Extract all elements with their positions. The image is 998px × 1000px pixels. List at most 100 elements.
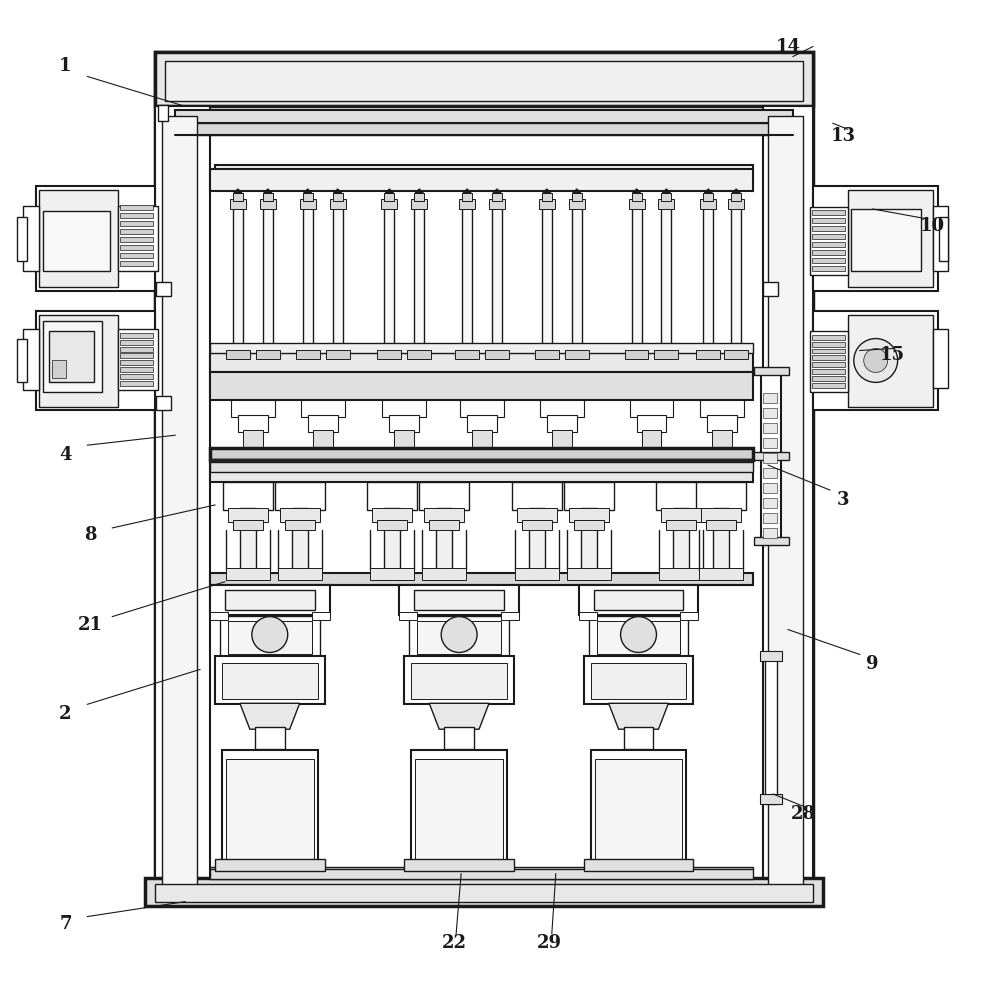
Bar bbox=[763, 438, 777, 448]
Bar bbox=[529, 508, 545, 570]
Polygon shape bbox=[234, 189, 242, 193]
Bar bbox=[329, 199, 345, 209]
Bar bbox=[230, 199, 246, 209]
Bar bbox=[597, 621, 681, 654]
Bar bbox=[763, 483, 777, 493]
Bar bbox=[700, 568, 744, 580]
Bar bbox=[215, 656, 324, 704]
Bar bbox=[307, 415, 337, 432]
Bar bbox=[411, 199, 427, 209]
Bar bbox=[233, 520, 262, 530]
Bar bbox=[210, 462, 753, 472]
Bar bbox=[632, 205, 642, 353]
Polygon shape bbox=[493, 189, 501, 193]
Bar bbox=[404, 656, 514, 704]
Bar bbox=[39, 190, 119, 287]
Bar bbox=[121, 374, 153, 379]
Bar bbox=[414, 590, 504, 610]
Bar bbox=[121, 333, 153, 338]
Bar bbox=[302, 205, 312, 353]
Bar bbox=[812, 210, 845, 215]
Text: 2: 2 bbox=[59, 705, 72, 723]
Text: 21: 21 bbox=[78, 616, 103, 634]
Bar bbox=[813, 311, 937, 410]
Bar bbox=[399, 585, 519, 615]
Text: 22: 22 bbox=[442, 934, 467, 952]
Bar bbox=[299, 199, 315, 209]
Bar bbox=[210, 573, 753, 585]
Bar bbox=[812, 349, 845, 353]
Bar bbox=[812, 250, 845, 255]
Bar bbox=[492, 193, 502, 201]
Bar bbox=[377, 350, 401, 359]
Bar bbox=[704, 193, 714, 201]
Bar bbox=[732, 205, 742, 353]
Bar bbox=[367, 482, 417, 510]
Bar bbox=[228, 621, 311, 654]
Bar bbox=[121, 367, 153, 372]
Bar bbox=[938, 217, 948, 261]
Bar bbox=[210, 448, 753, 460]
Bar bbox=[763, 396, 778, 410]
Bar bbox=[540, 400, 584, 417]
Bar bbox=[240, 508, 255, 570]
Bar bbox=[254, 727, 284, 749]
Bar bbox=[121, 381, 153, 386]
Bar bbox=[754, 367, 789, 375]
Bar bbox=[763, 423, 777, 433]
Polygon shape bbox=[263, 189, 271, 193]
Bar bbox=[158, 105, 168, 121]
Bar bbox=[382, 400, 426, 417]
Bar bbox=[810, 207, 848, 275]
Bar bbox=[332, 193, 342, 201]
Bar bbox=[662, 205, 672, 353]
Bar bbox=[754, 452, 789, 460]
Bar bbox=[704, 205, 714, 353]
Text: 10: 10 bbox=[920, 217, 945, 235]
Bar bbox=[17, 339, 27, 382]
Bar bbox=[492, 205, 502, 353]
Bar bbox=[36, 186, 155, 291]
Bar bbox=[215, 165, 753, 183]
Bar bbox=[417, 621, 501, 654]
Bar bbox=[384, 508, 400, 570]
Bar bbox=[399, 612, 417, 620]
Bar bbox=[384, 205, 394, 353]
Polygon shape bbox=[705, 189, 713, 193]
Bar bbox=[156, 396, 171, 410]
Bar bbox=[812, 335, 845, 340]
Polygon shape bbox=[333, 189, 341, 193]
Bar bbox=[121, 221, 153, 226]
Bar bbox=[43, 321, 103, 392]
Bar bbox=[223, 482, 272, 510]
Bar bbox=[674, 508, 690, 570]
Bar bbox=[277, 568, 321, 580]
Bar bbox=[472, 430, 492, 450]
Bar bbox=[810, 331, 848, 392]
Bar bbox=[414, 205, 424, 353]
Bar bbox=[761, 370, 781, 545]
Bar bbox=[812, 258, 845, 263]
Bar bbox=[284, 520, 314, 530]
Bar bbox=[567, 568, 611, 580]
Bar bbox=[233, 205, 243, 353]
Bar bbox=[255, 350, 279, 359]
Bar bbox=[579, 612, 597, 620]
Bar bbox=[812, 369, 845, 374]
Bar bbox=[121, 261, 153, 266]
Bar bbox=[681, 612, 699, 620]
Bar bbox=[848, 315, 932, 407]
Text: 3: 3 bbox=[836, 491, 849, 509]
Bar bbox=[574, 520, 604, 530]
Bar bbox=[591, 750, 687, 864]
Bar bbox=[332, 205, 342, 353]
Text: 1: 1 bbox=[59, 57, 72, 75]
Bar bbox=[121, 245, 153, 250]
Bar bbox=[579, 585, 699, 615]
Bar bbox=[414, 193, 424, 201]
Text: 28: 28 bbox=[790, 805, 815, 823]
Bar bbox=[501, 612, 519, 620]
Circle shape bbox=[621, 617, 657, 652]
Polygon shape bbox=[240, 703, 299, 729]
Bar bbox=[384, 193, 394, 201]
